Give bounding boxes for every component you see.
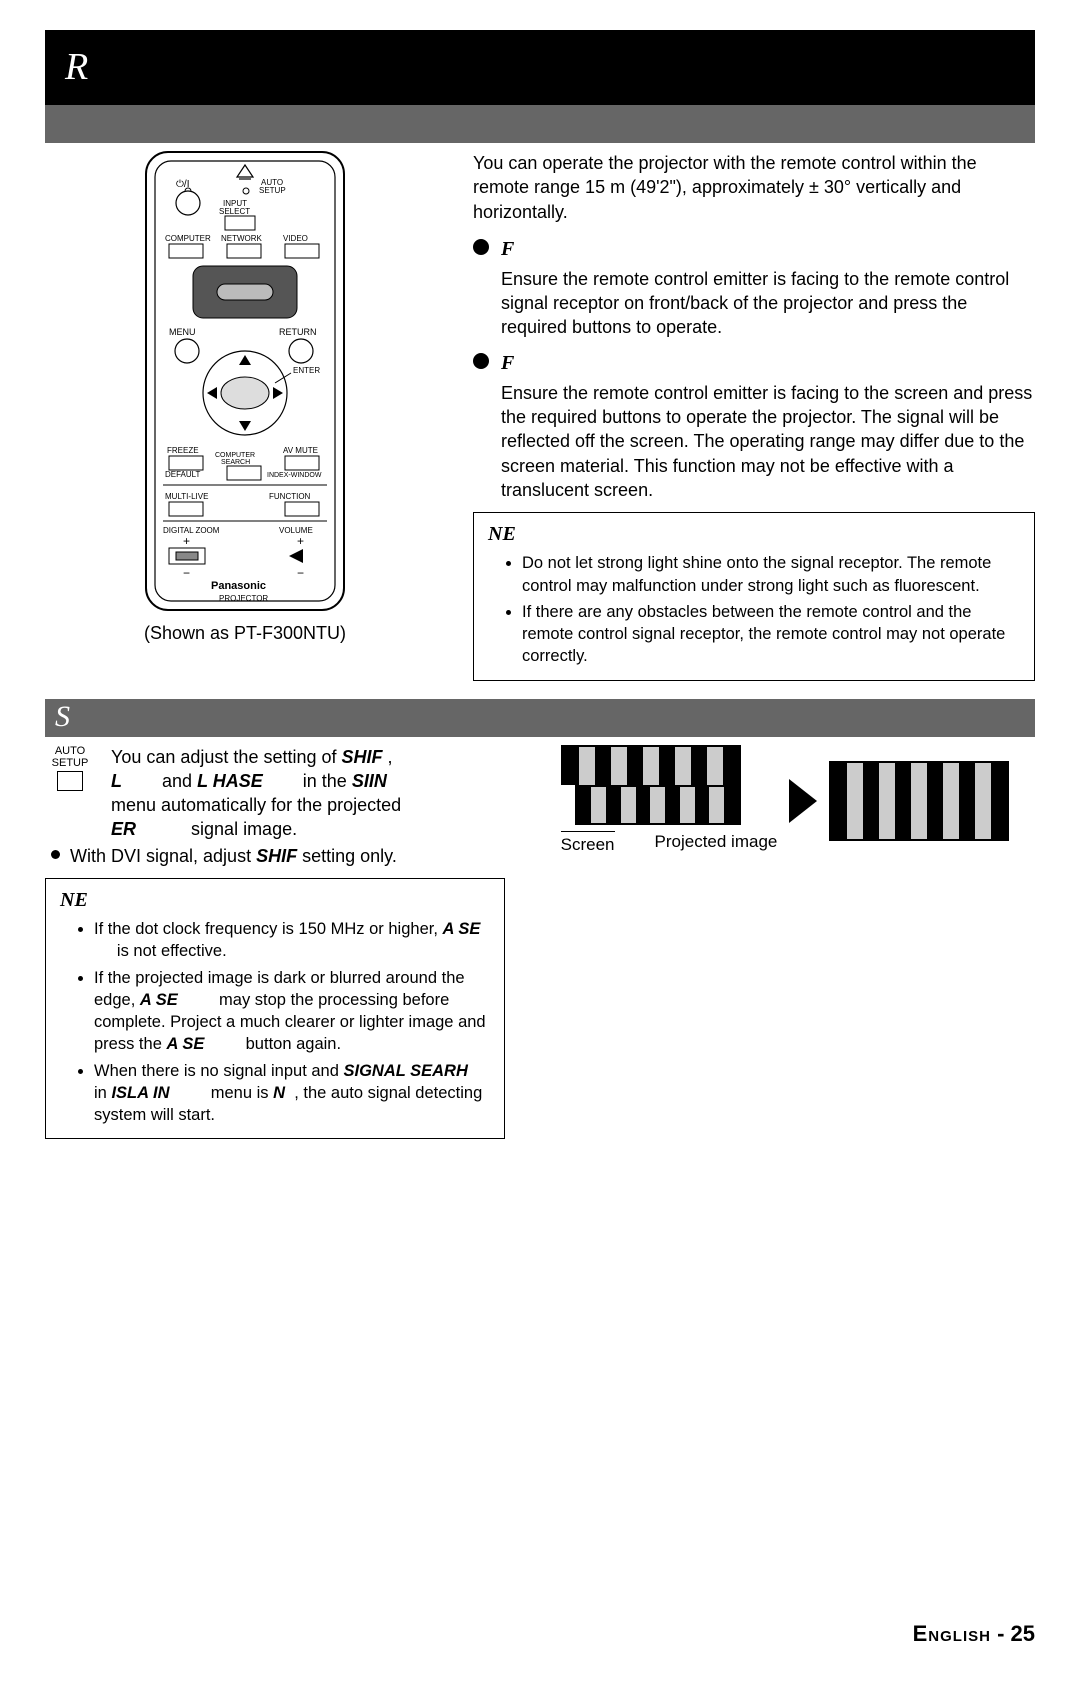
remote-caption: (Shown as PT-F300NTU) bbox=[45, 621, 445, 645]
svg-text:Panasonic: Panasonic bbox=[211, 580, 266, 592]
screen-bars-box: Screen Projected image bbox=[561, 745, 778, 857]
dvi-note-text: With DVI signal, adjust SHIF setting onl… bbox=[70, 844, 397, 868]
page-footer: English - 25 bbox=[45, 1619, 1035, 1649]
section-gray-bar-top bbox=[45, 105, 1035, 143]
bullet-dot-icon bbox=[473, 353, 489, 369]
bullet-dot-icon bbox=[473, 239, 489, 255]
auto-setup-description: AUTO SETUP You can adjust the setting of… bbox=[45, 745, 505, 842]
footer-page: 25 bbox=[1011, 1621, 1035, 1646]
footer-language: English bbox=[913, 1621, 991, 1646]
svg-text:SEARCH: SEARCH bbox=[221, 459, 250, 466]
facing-screen-heading: F bbox=[473, 350, 1035, 377]
operating-note-list: Do not let strong light shine onto the s… bbox=[522, 552, 1020, 667]
auto-setup-button-icon: AUTO SETUP bbox=[45, 745, 95, 791]
svg-text:PROJECTOR: PROJECTOR bbox=[219, 594, 268, 603]
svg-text:+: + bbox=[297, 534, 304, 548]
small-bullet-icon bbox=[51, 850, 60, 859]
remote-control-illustration: ⏻/I AUTO SETUP INPUT SELECT COMPUTER NET… bbox=[145, 151, 345, 611]
svg-text:SELECT: SELECT bbox=[219, 207, 250, 216]
projected-label: Projected image bbox=[655, 831, 778, 857]
svg-text:⏻/I: ⏻/I bbox=[176, 179, 189, 190]
note-title: NE bbox=[60, 887, 490, 914]
svg-text:COMPUTER: COMPUTER bbox=[215, 452, 255, 459]
facing-screen-label: F bbox=[501, 350, 514, 377]
chapter-header: R bbox=[45, 30, 1035, 105]
setup-note-list: If the dot clock frequency is 150 MHz or… bbox=[94, 918, 490, 1126]
setup-text-block: You can adjust the setting of SHIF , L a… bbox=[111, 745, 505, 842]
arrow-right-icon bbox=[789, 779, 817, 823]
icon-label-auto: AUTO bbox=[45, 745, 95, 757]
projected-bars-box bbox=[829, 761, 1009, 841]
operating-intro: You can operate the projector with the r… bbox=[473, 151, 1035, 224]
facing-screen-body: Ensure the remote control emitter is fac… bbox=[501, 381, 1035, 502]
svg-text:FREEZE: FREEZE bbox=[167, 446, 199, 455]
svg-text:+: + bbox=[183, 534, 190, 548]
footer-sep: - bbox=[991, 1621, 1011, 1646]
svg-text:INDEX-WINDOW: INDEX-WINDOW bbox=[267, 472, 322, 479]
svg-text:−: − bbox=[183, 566, 190, 580]
svg-text:DIGITAL ZOOM: DIGITAL ZOOM bbox=[163, 526, 220, 535]
svg-text:FUNCTION: FUNCTION bbox=[269, 492, 311, 501]
section-gray-bar-setup: S bbox=[45, 699, 1035, 737]
chapter-title-letter: R bbox=[65, 42, 88, 93]
svg-text:−: − bbox=[297, 566, 304, 580]
dvi-note-row: With DVI signal, adjust SHIF setting onl… bbox=[51, 844, 505, 868]
projection-diagram: Screen Projected image bbox=[561, 745, 1010, 857]
svg-text:SETUP: SETUP bbox=[259, 186, 286, 195]
icon-label-setup: SETUP bbox=[45, 757, 95, 769]
svg-text:MULTI-LIVE: MULTI-LIVE bbox=[165, 492, 208, 501]
list-item: If there are any obstacles between the r… bbox=[522, 601, 1020, 668]
operating-note-box: NE Do not let strong light shine onto th… bbox=[473, 512, 1035, 680]
svg-text:VOLUME: VOLUME bbox=[279, 526, 313, 535]
list-item: Do not let strong light shine onto the s… bbox=[522, 552, 1020, 597]
svg-text:AV MUTE: AV MUTE bbox=[283, 446, 318, 455]
button-rect-icon bbox=[57, 771, 83, 791]
svg-text:VIDEO: VIDEO bbox=[283, 234, 308, 243]
screen-label: Screen bbox=[561, 831, 615, 857]
note-title: NE bbox=[488, 521, 1020, 548]
svg-text:MENU: MENU bbox=[169, 327, 196, 337]
list-item: When there is no signal input and SIGNAL… bbox=[94, 1060, 490, 1127]
svg-text:COMPUTER: COMPUTER bbox=[165, 234, 211, 243]
facing-projector-body: Ensure the remote control emitter is fac… bbox=[501, 267, 1035, 340]
facing-projector-label: F bbox=[501, 236, 514, 263]
svg-text:RETURN: RETURN bbox=[279, 327, 317, 337]
svg-text:NETWORK: NETWORK bbox=[221, 234, 263, 243]
setup-note-box: NE If the dot clock frequency is 150 MHz… bbox=[45, 878, 505, 1139]
svg-text:DEFAULT: DEFAULT bbox=[165, 470, 201, 479]
svg-text:ENTER: ENTER bbox=[293, 366, 320, 375]
list-item: If the projected image is dark or blurre… bbox=[94, 967, 490, 1056]
facing-projector-heading: F bbox=[473, 236, 1035, 263]
list-item: If the dot clock frequency is 150 MHz or… bbox=[94, 918, 490, 963]
section2-title-letter: S bbox=[55, 697, 70, 738]
